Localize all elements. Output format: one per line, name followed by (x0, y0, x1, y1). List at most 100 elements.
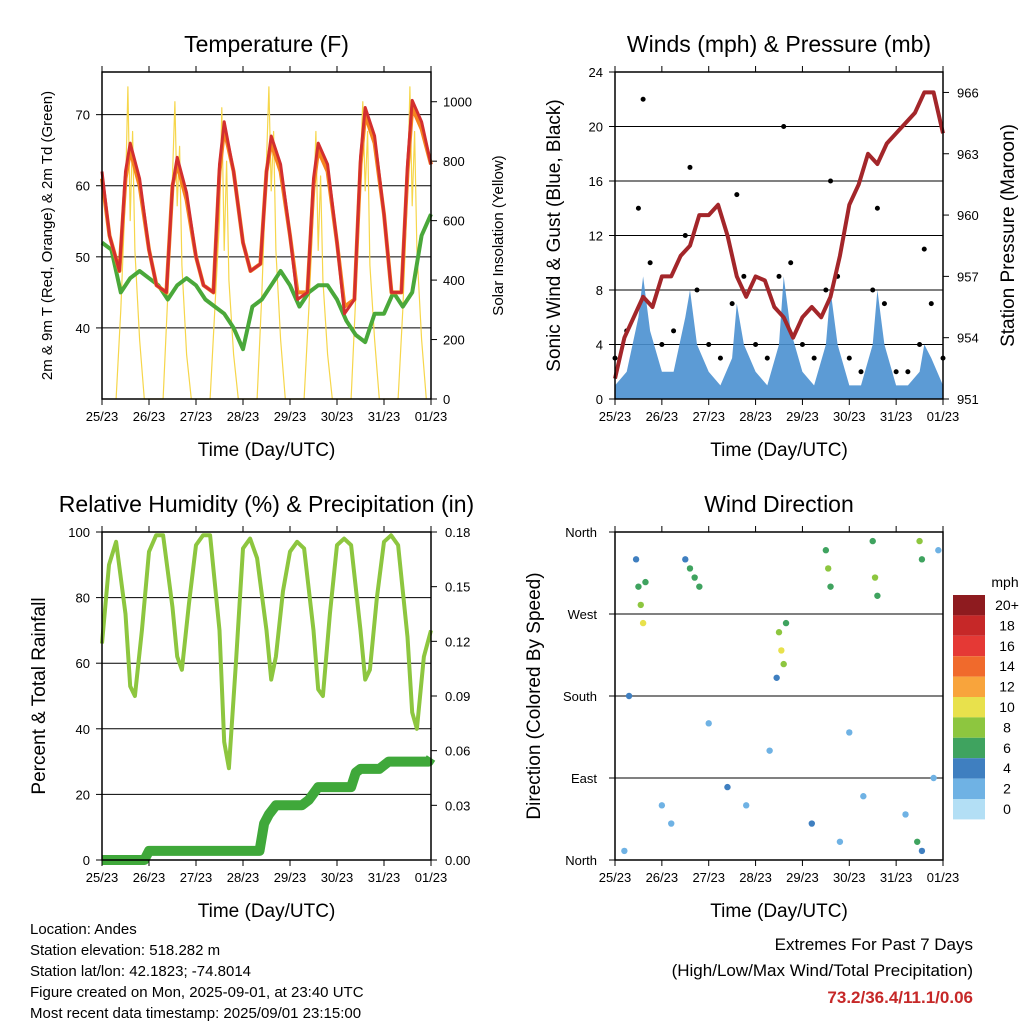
legend-swatch (953, 595, 985, 616)
y2-tick-label: 600 (443, 214, 465, 229)
plot-frame-2 (614, 71, 944, 400)
gust-point (799, 342, 805, 347)
direction-point (639, 619, 647, 627)
y2-tick-label: 954 (957, 331, 979, 346)
legend-swatch (953, 697, 985, 718)
x-tick-label: 25/23 (86, 409, 119, 424)
legend-title: mph (991, 574, 1018, 590)
direction-point (696, 583, 703, 590)
y2-tick-label: 0.18 (445, 525, 470, 540)
direction-point (827, 583, 834, 590)
legend-label: 20+ (995, 597, 1019, 613)
x-tick-label: 27/23 (692, 409, 725, 424)
y-tick-label: 100 (68, 525, 90, 540)
gust-point (846, 355, 852, 361)
y-tick-label: 16 (589, 174, 603, 189)
direction-point (724, 783, 731, 791)
gust-point (647, 260, 653, 266)
y-tick-label: 8 (596, 283, 603, 298)
direction-point (682, 556, 689, 563)
direction-point (902, 811, 909, 818)
gust-point (734, 192, 740, 198)
direction-point (691, 574, 698, 581)
legend-label: 16 (999, 638, 1015, 654)
x-tick-label: 26/23 (133, 409, 166, 424)
x-tick-label: 31/23 (368, 409, 401, 424)
gust-point (717, 355, 723, 361)
gust-point (811, 355, 817, 361)
direction-point (836, 838, 844, 845)
y-axis-label: Direction (Colored By Speed) (524, 572, 545, 819)
footer-elevation: Station elevation: 518.282 m (30, 942, 221, 959)
x-tick-label: 31/23 (880, 870, 913, 885)
legend-swatch (953, 717, 985, 738)
y-tick-label: 24 (589, 65, 603, 80)
y2-axis-label: Station Pressure (Maroon) (998, 124, 1019, 347)
series-2m-t (100, 98, 433, 316)
y-tick-label: 0 (83, 853, 90, 868)
x-axis-label: Time (Day/UTC) (710, 901, 848, 922)
series-rh (100, 533, 433, 771)
y2-tick-label: 0.12 (445, 634, 470, 649)
legend-swatch (953, 778, 985, 799)
gust-point (671, 328, 677, 334)
legend-label: 14 (999, 658, 1015, 674)
x-tick-label: 28/23 (227, 870, 260, 885)
gust-point (694, 287, 700, 293)
x-tick-label: 29/23 (274, 409, 307, 424)
footer-recent: Most recent data timestamp: 2025/09/01 2… (30, 1005, 362, 1022)
gust-point (706, 342, 712, 347)
y2-tick-label: 0.06 (445, 744, 470, 759)
gust-point (928, 301, 934, 307)
x-tick-label: 26/23 (133, 870, 166, 885)
gust-point (788, 260, 794, 266)
y-axis-label: Percent & Total Rainfall (29, 597, 50, 794)
y2-tick-label: 200 (443, 333, 465, 348)
direction-point (686, 565, 694, 572)
direction-point (869, 537, 876, 545)
y-tick-label: 0 (596, 392, 603, 407)
gust-point (921, 246, 927, 252)
y-tick-label: South (563, 689, 597, 704)
direction-point (930, 774, 937, 782)
x-tick-label: 01/23 (927, 409, 960, 424)
gust-point (781, 124, 787, 129)
gust-point (753, 342, 759, 347)
gust-point (741, 273, 747, 279)
y2-tick-label: 0.00 (445, 853, 470, 868)
x-tick-label: 26/23 (646, 409, 679, 424)
x-tick-label: 29/23 (786, 870, 819, 885)
y-tick-label: 60 (76, 179, 90, 194)
gust-point (640, 96, 646, 102)
direction-point (625, 692, 633, 700)
series-wind-area (615, 276, 943, 399)
legend-label: 10 (999, 699, 1015, 715)
y-tick-label: 60 (76, 656, 90, 671)
x-tick-label: 27/23 (692, 870, 725, 885)
series-precip (102, 755, 436, 865)
footer-location: Location: Andes (30, 921, 137, 938)
y2-tick-label: 951 (957, 392, 979, 407)
direction-point (668, 820, 675, 827)
chart-title: Relative Humidity (%) & Precipitation (i… (59, 491, 474, 517)
x-tick-label: 30/23 (833, 409, 866, 424)
legend-label: 12 (999, 679, 1015, 695)
chart-title: Temperature (F) (184, 31, 349, 57)
gust-point (905, 369, 911, 375)
gust-point (764, 355, 770, 361)
direction-point (775, 629, 783, 636)
legend-swatch (953, 799, 985, 820)
x-tick-label: 30/23 (321, 409, 354, 424)
direction-point (782, 619, 790, 627)
direction-point (778, 647, 785, 654)
x-tick-label: 28/23 (227, 409, 260, 424)
x-tick-label: 25/23 (599, 409, 632, 424)
gust-point (635, 205, 641, 211)
y2-tick-label: 800 (443, 154, 465, 169)
series-td (100, 213, 433, 352)
legend-label: 8 (1003, 719, 1011, 735)
extremes-subtitle: (High/Low/Max Wind/Total Precipitation) (671, 961, 973, 980)
gust-point (881, 301, 887, 307)
y-tick-label: North (565, 853, 597, 868)
